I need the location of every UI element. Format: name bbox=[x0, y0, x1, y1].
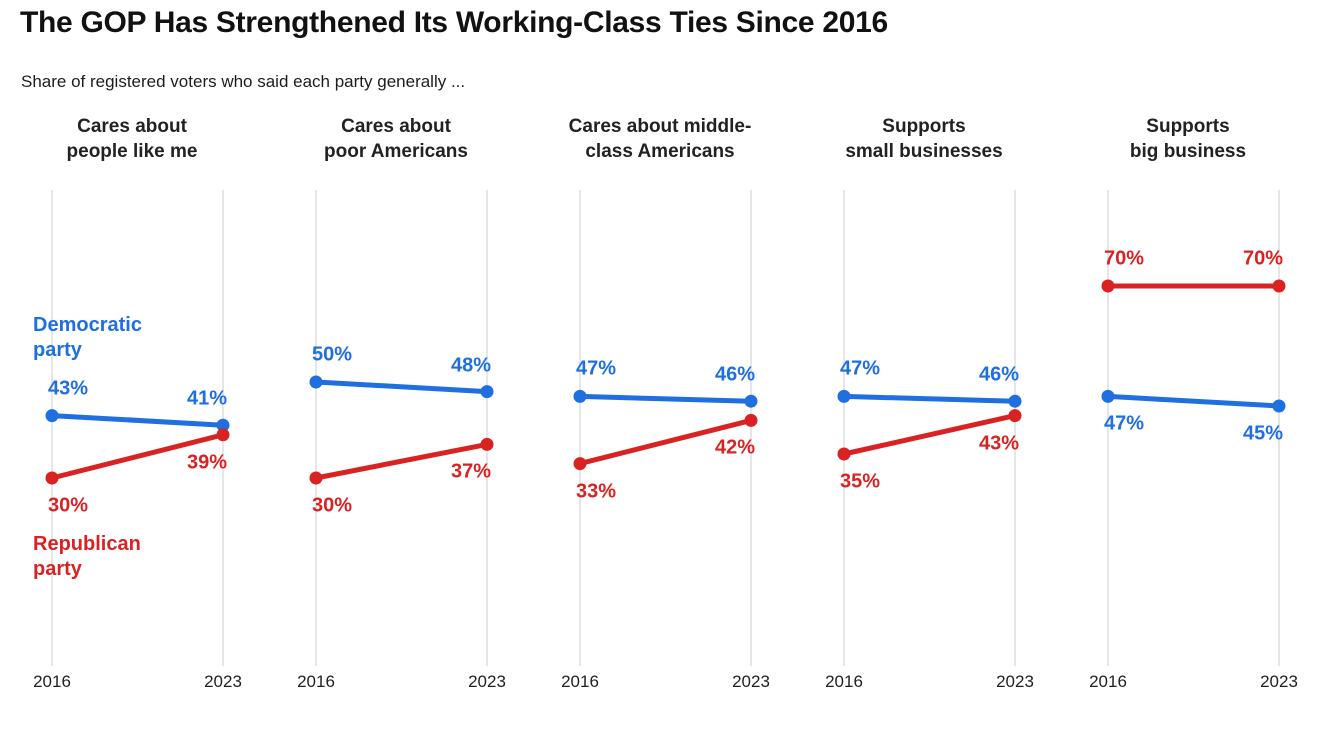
panel-title-line: poor Americans bbox=[324, 141, 468, 162]
gridline bbox=[315, 190, 317, 666]
x-axis-tick-label: 2016 bbox=[33, 672, 71, 691]
gridline bbox=[486, 190, 488, 666]
x-axis-tick-label: 2016 bbox=[297, 672, 335, 691]
data-point-label: 47% bbox=[1104, 412, 1145, 435]
data-point-label: 42% bbox=[714, 436, 755, 459]
chart-panel: Cares about people like me 2016 2023 43% 41% 3… bbox=[0, 0, 264, 742]
x-axis-tick-label: 2016 bbox=[1089, 672, 1127, 691]
x-axis-tick-label: 2023 bbox=[996, 672, 1034, 691]
series-line bbox=[313, 379, 490, 395]
x-axis-tick-label: 2023 bbox=[1260, 672, 1298, 691]
gridline bbox=[843, 190, 845, 666]
data-point-label: 70% bbox=[1242, 247, 1283, 270]
data-point-label: 46% bbox=[978, 363, 1019, 386]
data-point-label: 30% bbox=[48, 494, 89, 517]
panel-plot bbox=[45, 409, 230, 485]
data-point-label: 47% bbox=[840, 357, 881, 380]
data-point-label: 43% bbox=[978, 432, 1019, 455]
panel-title: Cares about middle-class Americans bbox=[528, 114, 792, 164]
panel-title: Cares about poor Americans bbox=[264, 114, 528, 164]
panel-title-line: Supports bbox=[1146, 116, 1230, 137]
chart-panel: Cares about poor Americans 2016 2023 50% 48% 3… bbox=[264, 0, 528, 742]
x-axis-tick-label: 2023 bbox=[468, 672, 506, 691]
panel-plot bbox=[1101, 279, 1286, 413]
legend-democratic-party: Democratic party bbox=[33, 313, 142, 363]
panel-title-line: big business bbox=[1129, 141, 1247, 162]
panel-title-line: people like me bbox=[66, 141, 198, 162]
legend-label-line: party bbox=[33, 558, 82, 580]
data-point-label: 33% bbox=[576, 480, 617, 503]
x-axis-tick-label: 2023 bbox=[204, 672, 242, 691]
gridline bbox=[750, 190, 752, 666]
panel-title-line: Cares about middle- bbox=[568, 116, 752, 137]
gridline bbox=[1278, 190, 1280, 666]
series-line bbox=[841, 393, 1018, 404]
gridline bbox=[1107, 190, 1109, 666]
gridline bbox=[51, 190, 53, 666]
x-axis-tick-label: 2016 bbox=[825, 672, 863, 691]
data-point-label: 30% bbox=[312, 494, 353, 517]
data-point-label: 47% bbox=[576, 357, 617, 380]
panel-title-line: Cares about bbox=[341, 116, 451, 137]
panel-title-line: small businesses bbox=[845, 141, 1003, 162]
series-line bbox=[49, 413, 226, 428]
x-axis-tick-label: 2016 bbox=[561, 672, 599, 691]
chart-panel: Cares about middle-class Americans 2016 20… bbox=[528, 0, 792, 742]
panel-title: Cares about people like me bbox=[0, 114, 264, 164]
page-subtitle: Share of registered voters who said each… bbox=[21, 72, 466, 91]
data-point-label: 45% bbox=[1242, 422, 1283, 445]
panel-title: Supports small businesses bbox=[792, 114, 1056, 164]
data-point-label: 43% bbox=[48, 377, 89, 400]
panel-title: Supports big business bbox=[1056, 114, 1320, 164]
legend-label-line: party bbox=[33, 339, 82, 361]
x-axis-tick-label: 2023 bbox=[732, 672, 770, 691]
data-point-label: 39% bbox=[186, 451, 227, 474]
data-point-label: 37% bbox=[450, 460, 491, 483]
panel-title-line: Supports bbox=[882, 116, 966, 137]
series-line bbox=[577, 393, 754, 404]
page-title: The GOP Has Strengthened Its Working-Cla… bbox=[20, 6, 888, 39]
data-point-label: 50% bbox=[312, 343, 353, 366]
gridline bbox=[579, 190, 581, 666]
data-point-label: 70% bbox=[1104, 247, 1145, 270]
data-point-label: 35% bbox=[840, 470, 881, 493]
series-line bbox=[1105, 393, 1282, 409]
chart-panel: Supports small businesses 2016 2023 47% 46% 35… bbox=[792, 0, 1056, 742]
gridline bbox=[222, 190, 224, 666]
data-point-label: 48% bbox=[450, 354, 491, 377]
chart-panel: Supports big business 2016 2023 47% 45% 70% 70% bbox=[1056, 0, 1320, 742]
data-point-label: 41% bbox=[186, 387, 227, 410]
legend-label-line: Republican bbox=[33, 533, 141, 555]
legend-republican-party: Republican party bbox=[33, 532, 141, 582]
legend-label-line: Democratic bbox=[33, 314, 142, 336]
panel-title-line: class Americans bbox=[585, 141, 735, 162]
data-point-label: 46% bbox=[714, 363, 755, 386]
panel-title-line: Cares about bbox=[77, 116, 187, 137]
gridline bbox=[1014, 190, 1016, 666]
